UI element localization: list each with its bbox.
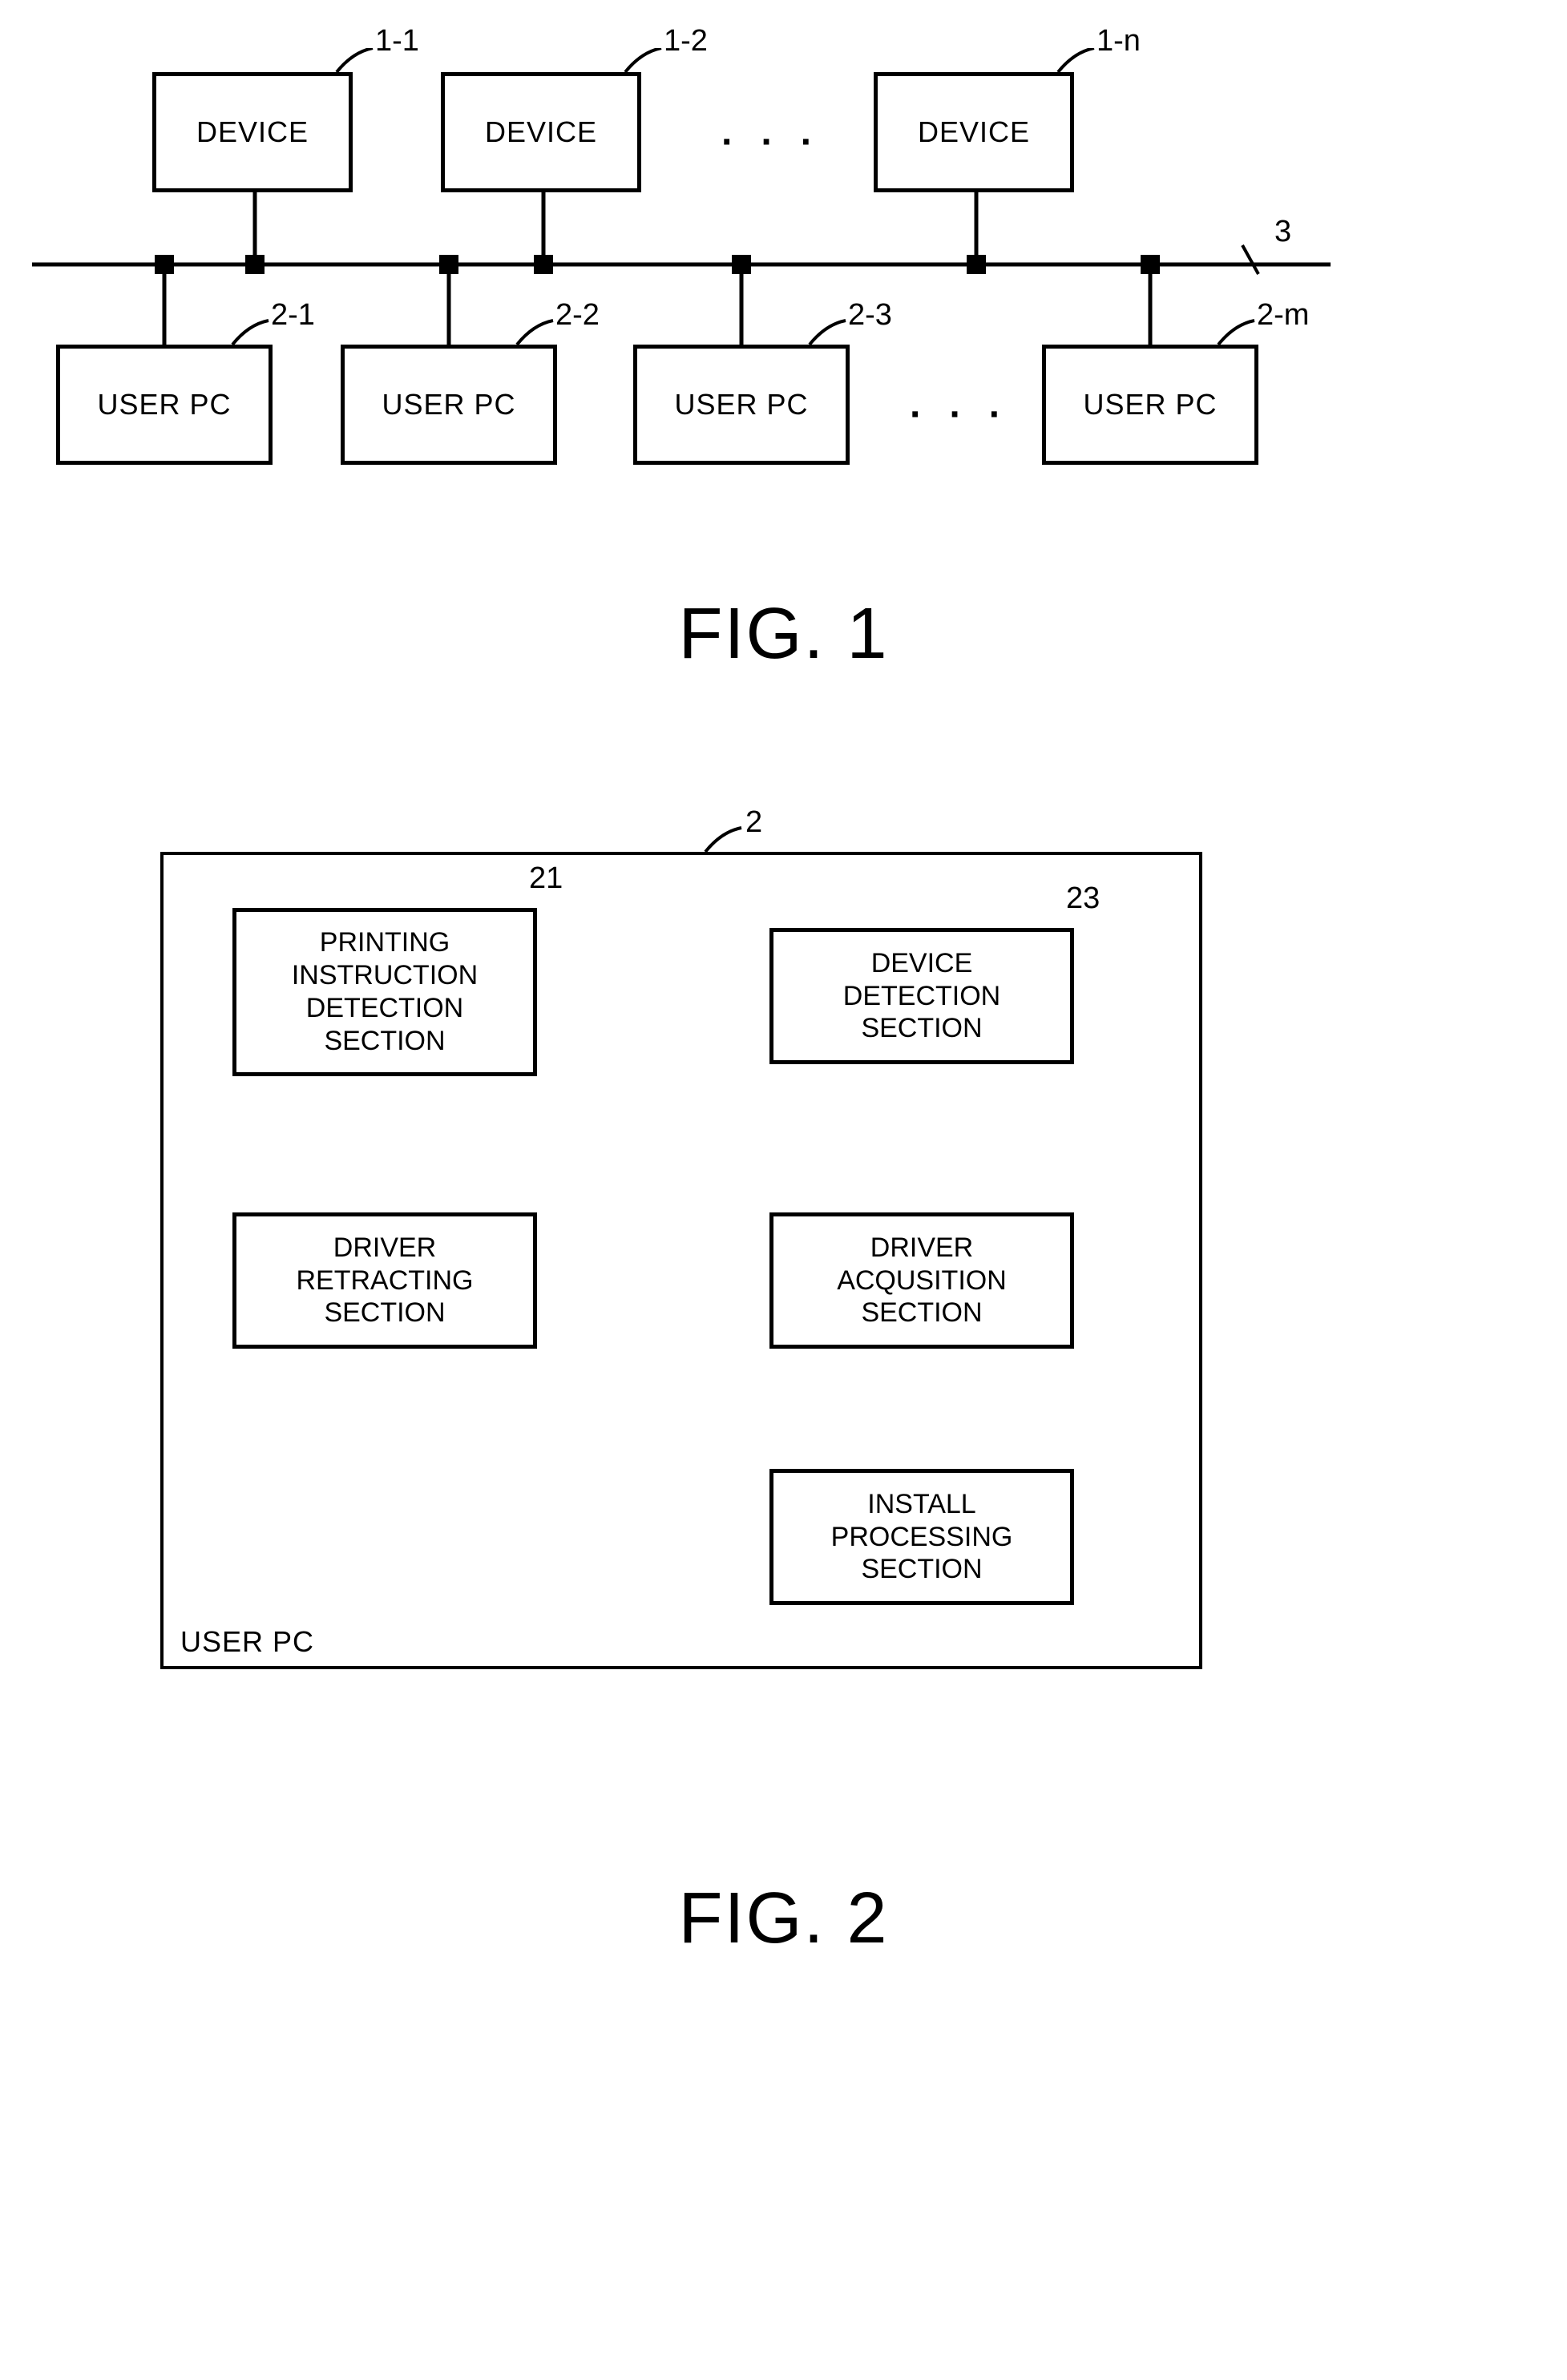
device-box: DEVICE	[152, 72, 353, 192]
device-ref: 1-1	[375, 24, 419, 58]
block-b23: DEVICEDETECTIONSECTION	[769, 928, 1074, 1064]
user-pc-box: USER PC	[1042, 345, 1258, 465]
outer-label: USER PC	[180, 1625, 314, 1659]
figure-1-diagram: 3DEVICE1-1DEVICE1-2DEVICE1-n· · ·USER PC…	[32, 48, 1535, 497]
block-ref: 21	[529, 861, 563, 896]
user-pc-ref: 2-m	[1257, 298, 1309, 333]
user-pc-ref: 2-2	[555, 298, 600, 333]
bus-ref: 3	[1274, 215, 1291, 249]
user-pc-box: USER PC	[633, 345, 850, 465]
block-b_acq: DRIVERACQUSITIONSECTION	[769, 1212, 1074, 1349]
figure-1-title: FIG. 1	[32, 593, 1535, 676]
user-pc-ref: 2-1	[271, 298, 315, 333]
device-box: DEVICE	[874, 72, 1074, 192]
user-pc-box: USER PC	[56, 345, 273, 465]
device-box: DEVICE	[441, 72, 641, 192]
block-b21: PRINTINGINSTRUCTIONDETECTIONSECTION	[232, 908, 537, 1076]
device-ellipsis: · · ·	[721, 120, 822, 164]
user-pc-box: USER PC	[341, 345, 557, 465]
device-ref: 1-2	[664, 24, 708, 58]
block-ref: 23	[1066, 881, 1100, 916]
block-b_install: INSTALLPROCESSINGSECTION	[769, 1469, 1074, 1605]
device-ref: 1-n	[1096, 24, 1141, 58]
pc-ellipsis: · · ·	[910, 393, 1010, 437]
outer-ref: 2	[745, 805, 762, 840]
figure-2-diagram: 2USER PCPRINTINGINSTRUCTIONDETECTIONSECT…	[32, 820, 1535, 1797]
figure-2-title: FIG. 2	[32, 1878, 1535, 1960]
user-pc-ref: 2-3	[848, 298, 892, 333]
block-b_retract: DRIVERRETRACTINGSECTION	[232, 1212, 537, 1349]
